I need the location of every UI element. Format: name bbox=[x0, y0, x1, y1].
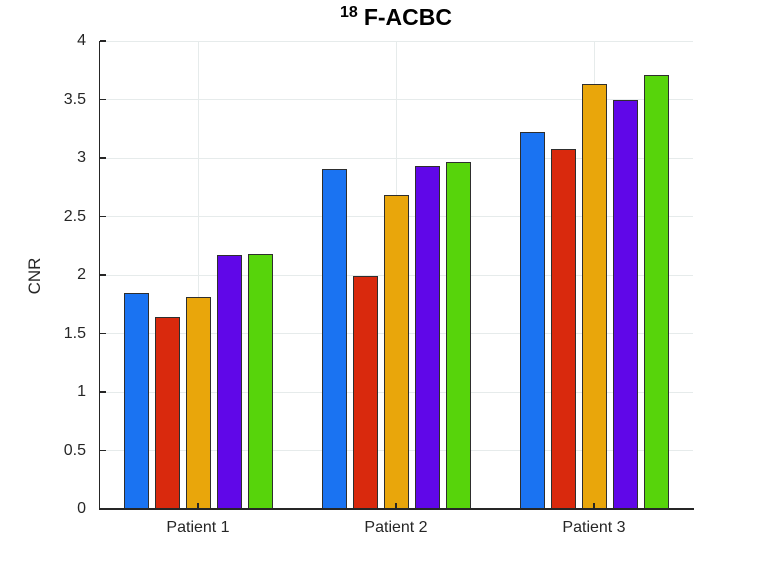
y-tick-mark bbox=[100, 391, 106, 393]
bar-blue-patient-3 bbox=[519, 132, 545, 509]
chart-title: 18 F-ACBC bbox=[99, 4, 693, 31]
bar-blue-patient-2 bbox=[321, 168, 347, 509]
y-tick-mark bbox=[100, 215, 106, 218]
bar-orange-patient-2 bbox=[383, 195, 409, 509]
y-tick-mark bbox=[100, 508, 106, 510]
y-tick-mark bbox=[100, 40, 106, 42]
bar-purple-patient-2 bbox=[414, 166, 440, 509]
bar-red-patient-3 bbox=[550, 148, 576, 509]
title-superscript: 18 bbox=[340, 4, 358, 21]
y-tick-label: 0.5 bbox=[63, 441, 86, 459]
y-tick-label: 4 bbox=[77, 32, 86, 49]
y-tick-label: 3.5 bbox=[63, 90, 86, 108]
y-axis-line bbox=[98, 41, 100, 509]
bar-orange-patient-1 bbox=[185, 297, 211, 509]
x-axis-line bbox=[98, 508, 694, 510]
y-tick-label: 1 bbox=[77, 383, 86, 400]
y-tick-mark bbox=[100, 98, 106, 101]
bar-green-patient-2 bbox=[445, 161, 471, 509]
bar-purple-patient-1 bbox=[216, 255, 242, 509]
y-tick-mark bbox=[100, 449, 106, 452]
bar-green-patient-1 bbox=[247, 253, 273, 509]
y-tick-label: 2.5 bbox=[63, 207, 86, 225]
y-tick-label: 1.5 bbox=[63, 324, 86, 342]
bar-red-patient-2 bbox=[352, 276, 378, 509]
title-main: F-ACBC bbox=[363, 4, 452, 30]
y-tick-label: 0 bbox=[77, 500, 86, 517]
x-tick-label: Patient 1 bbox=[166, 519, 230, 536]
bar-orange-patient-3 bbox=[581, 84, 607, 509]
bar-purple-patient-3 bbox=[612, 99, 638, 509]
y-tick-label: 3 bbox=[77, 149, 86, 166]
y-tick-mark bbox=[100, 332, 106, 335]
y-tick-mark bbox=[100, 157, 106, 159]
bar-blue-patient-1 bbox=[123, 292, 149, 509]
x-tick-mark bbox=[395, 502, 397, 509]
plot-area bbox=[98, 40, 694, 510]
x-tick-label: Patient 3 bbox=[562, 519, 626, 536]
y-tick-label: 2 bbox=[77, 266, 86, 283]
x-tick-label: Patient 2 bbox=[364, 519, 428, 536]
bar-red-patient-1 bbox=[154, 317, 180, 509]
bar-green-patient-3 bbox=[643, 74, 669, 509]
x-tick-mark bbox=[197, 502, 199, 509]
y-tick-mark bbox=[100, 274, 106, 276]
x-gridline bbox=[197, 41, 199, 509]
x-tick-mark bbox=[593, 502, 595, 509]
